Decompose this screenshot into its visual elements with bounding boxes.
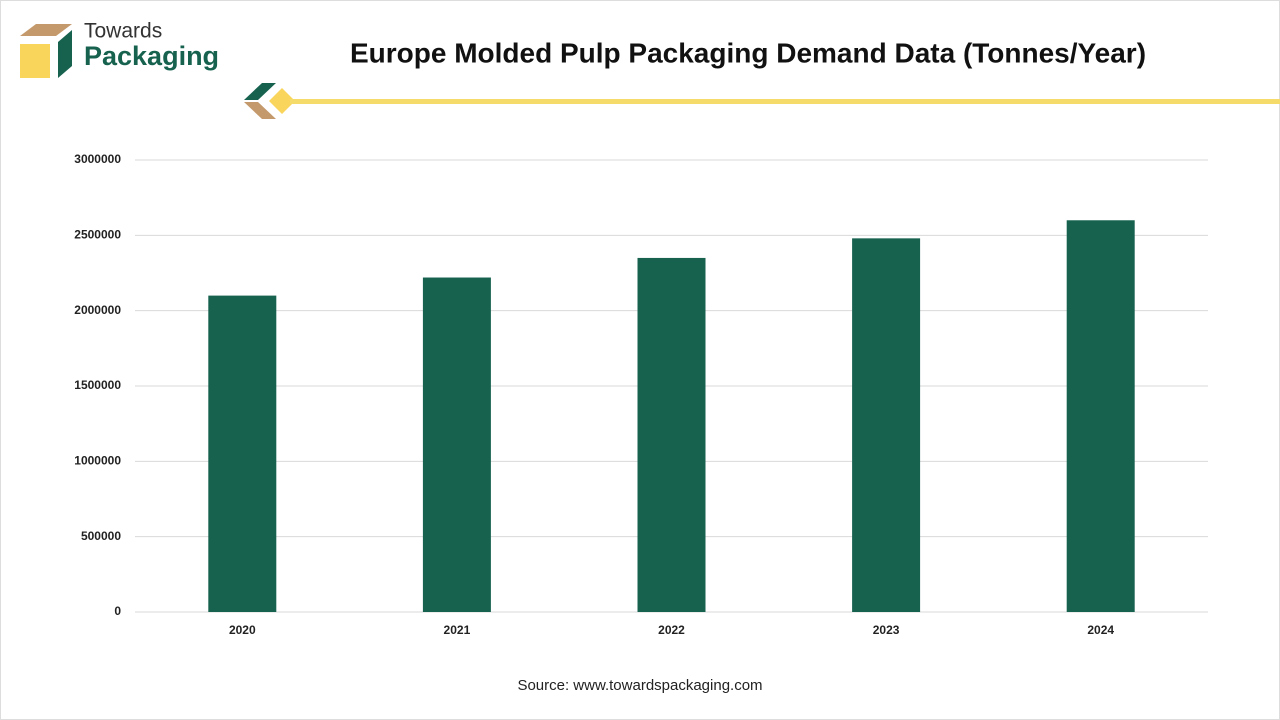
chart-title: Europe Molded Pulp Packaging Demand Data…	[350, 37, 1146, 68]
y-tick-label: 0	[114, 604, 121, 618]
title-decoration	[244, 83, 1280, 119]
y-tick-label: 3000000	[74, 152, 121, 166]
logo-text: Packaging	[84, 41, 219, 71]
x-tick-label: 2022	[658, 623, 685, 637]
bar	[208, 295, 277, 612]
bar	[1066, 220, 1135, 612]
y-tick-label: 2500000	[74, 228, 121, 242]
source-note: Source: www.towardspackaging.com	[517, 677, 762, 694]
bar	[637, 257, 706, 612]
bar	[852, 238, 921, 612]
y-tick-label: 2000000	[74, 303, 121, 317]
y-tick-label: 1000000	[74, 454, 121, 468]
y-tick-label: 500000	[81, 529, 121, 543]
logo-icon	[20, 24, 72, 78]
x-tick-label: 2020	[229, 623, 256, 637]
y-tick-label: 1500000	[74, 378, 121, 392]
bar	[422, 277, 491, 612]
x-tick-label: 2023	[873, 623, 900, 637]
x-tick-label: 2024	[1087, 623, 1114, 637]
x-tick-label: 2021	[444, 623, 471, 637]
logo-text: Towards	[84, 20, 162, 43]
